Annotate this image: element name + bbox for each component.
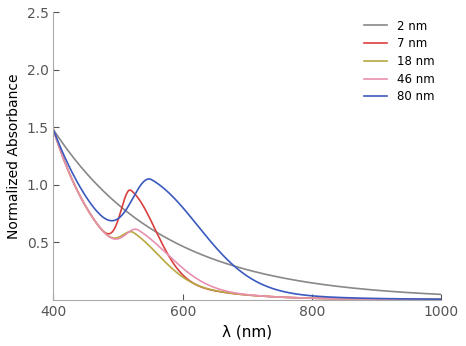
Line: 7 nm: 7 nm (54, 130, 441, 300)
7 nm (219, 290, 225, 294)
18 nm (263, 294, 268, 298)
7 nm (181, 274, 187, 278)
Line: 18 nm: 18 nm (54, 130, 441, 300)
2 nm (254, 270, 260, 274)
2 nm (102, 190, 108, 194)
2 nm (439, 292, 444, 297)
Line: 80 nm: 80 nm (54, 130, 441, 299)
2 nm (181, 245, 187, 249)
Line: 46 nm: 46 nm (54, 130, 441, 300)
18 nm (254, 294, 260, 298)
18 nm (219, 290, 225, 294)
18 nm (181, 276, 187, 280)
46 nm (254, 293, 260, 298)
2 nm (263, 272, 268, 276)
7 nm (254, 294, 260, 298)
Y-axis label: Normalized Absorbance: Normalized Absorbance (7, 73, 21, 239)
18 nm (439, 298, 444, 302)
46 nm (439, 298, 444, 302)
46 nm (219, 288, 225, 292)
Line: 2 nm: 2 nm (54, 130, 441, 294)
80 nm (263, 284, 268, 288)
7 nm (102, 230, 108, 235)
18 nm (102, 231, 108, 235)
7 nm (263, 294, 268, 298)
80 nm (51, 128, 56, 132)
46 nm (116, 237, 122, 241)
Legend: 2 nm, 7 nm, 18 nm, 46 nm, 80 nm: 2 nm, 7 nm, 18 nm, 46 nm, 80 nm (359, 15, 439, 108)
80 nm (116, 216, 122, 220)
18 nm (51, 128, 56, 132)
2 nm (116, 203, 122, 207)
7 nm (116, 216, 122, 220)
46 nm (181, 267, 187, 271)
2 nm (219, 260, 225, 264)
18 nm (116, 235, 122, 239)
80 nm (439, 297, 444, 301)
7 nm (51, 128, 56, 132)
80 nm (219, 252, 225, 256)
80 nm (254, 280, 260, 284)
80 nm (102, 216, 108, 220)
46 nm (51, 128, 56, 132)
X-axis label: λ (nm): λ (nm) (222, 324, 273, 339)
46 nm (263, 294, 268, 298)
80 nm (181, 207, 187, 211)
7 nm (439, 298, 444, 302)
2 nm (51, 128, 56, 132)
46 nm (102, 231, 108, 235)
